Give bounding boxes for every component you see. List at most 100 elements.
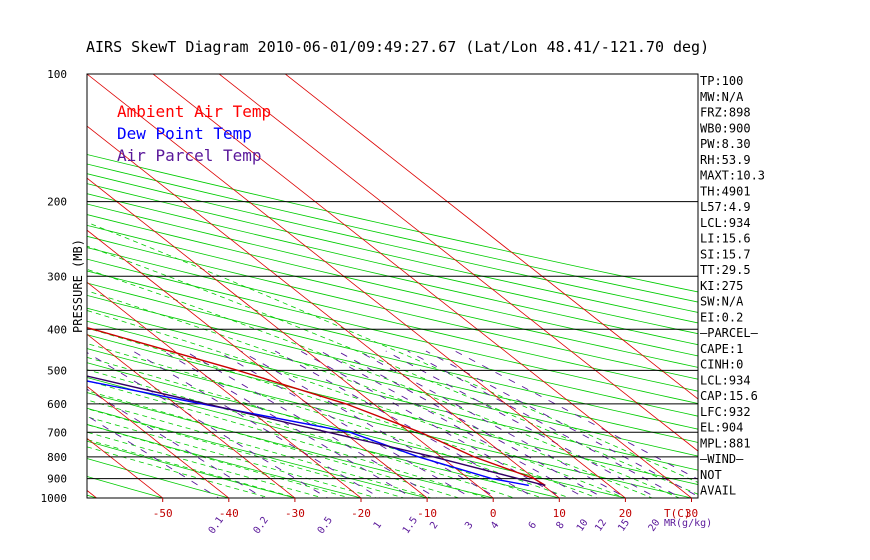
sounding-parameter: LCL:934 (700, 373, 751, 387)
bottom-temperature-tick-label: -20 (351, 507, 371, 520)
legend-air-parcel-temp: Air Parcel Temp (117, 146, 262, 165)
dry-adiabat-line (87, 458, 231, 498)
isotherm-line (87, 125, 560, 498)
pressure-tick-label: 300 (47, 270, 67, 283)
isotherm-line (87, 333, 296, 498)
dew-point-temp-profile (87, 380, 529, 487)
pressure-ticks: 100 200 300 400 500 600 700 800 900 1000 (41, 68, 68, 505)
sounding-parameter: NOT (700, 468, 722, 482)
mixing-ratio-line (87, 352, 329, 498)
bottom-temperature-tick-label: 20 (619, 507, 632, 520)
sounding-parameter: KI:275 (700, 279, 743, 293)
bottom-temperature-tick-label: 10 (553, 507, 566, 520)
isotherm-line (87, 229, 428, 498)
moist-adiabat-line (87, 268, 681, 498)
sounding-parameter: WB0:900 (700, 121, 751, 135)
sounding-parameter: CINH:0 (700, 358, 743, 372)
bottom-temperature-tick-label: 0 (490, 507, 497, 520)
plot-frame (86, 73, 699, 499)
bottom-temperature-tick-label: -30 (285, 507, 305, 520)
moist-adiabat-line (87, 380, 488, 498)
isotherm-line (87, 437, 164, 498)
dry-adiabat-line (87, 294, 698, 443)
legend: Ambient Air Temp Dew Point Temp Air Parc… (117, 102, 271, 165)
sounding-parameter: CAPE:1 (700, 342, 743, 356)
sounding-parameter: TH:4901 (700, 184, 751, 198)
sounding-parameter: MW:N/A (700, 90, 744, 104)
sounding-parameter: EI:0.2 (700, 310, 743, 324)
mixing-ratio-line (162, 350, 414, 498)
pressure-tick-label: 700 (47, 426, 67, 439)
mixing-ratio-line (425, 350, 698, 497)
sounding-parameter: LI:15.6 (700, 232, 751, 246)
mixing-ratio-line (87, 415, 220, 498)
isotherm-line (87, 281, 362, 498)
pressure-tick-label: 800 (47, 451, 67, 464)
dry-adiabat-line (87, 163, 698, 303)
y-axis-label: PRESSURE (MB) (71, 239, 85, 333)
moist-adiabat-line (87, 343, 571, 498)
sounding-parameter: PW:8.30 (700, 137, 751, 151)
mixing-ratio-line (337, 350, 605, 498)
moist-adiabat-line (87, 399, 433, 498)
moist-adiabat-line (87, 290, 654, 498)
mixing-ratio-tick-label: 1 (372, 520, 384, 531)
pressure-tick-label: 200 (47, 196, 67, 209)
isotherm-line (284, 74, 698, 400)
mixing-ratio-unit-label: MR(g/kg) (664, 518, 712, 529)
mixing-ratio-lines (87, 350, 698, 498)
mixing-ratio-tick-label: 2 (428, 520, 440, 531)
mixing-ratio-line (216, 350, 473, 498)
bottom-temperature-tick-label: -40 (219, 507, 239, 520)
mixing-ratio-line (132, 350, 382, 498)
sounding-parameter: —WIND— (700, 452, 744, 466)
mixing-ratio-line (385, 350, 658, 498)
dry-adiabat-line (87, 235, 698, 380)
sounding-parameter: RH:53.9 (700, 153, 751, 167)
dry-adiabat-line (87, 282, 698, 430)
isotherm-line (87, 74, 627, 498)
sounding-parameter: L57:4.9 (700, 200, 751, 214)
legend-ambient-air-temp: Ambient Air Temp (117, 102, 271, 121)
sounding-profiles (87, 326, 546, 487)
isotherms (0, 55, 698, 509)
mixing-ratio-tick-label: 4 (489, 520, 501, 531)
pressure-tick-label: 100 (47, 68, 67, 81)
mixing-ratio-tick-label: 12 (593, 517, 609, 533)
sounding-parameter: SW:N/A (700, 295, 744, 309)
dry-adiabat-line (87, 154, 698, 293)
sounding-parameter: AVAIL (700, 484, 736, 498)
dry-adiabat-line (87, 193, 698, 335)
dry-adiabat-line (87, 258, 698, 404)
sounding-parameter: TT:29.5 (700, 263, 751, 277)
dry-adiabat-line (87, 224, 698, 368)
moist-adiabats (87, 221, 698, 498)
bottom-temperature-tick-label: 30 (685, 507, 698, 520)
pressure-tick-label: 600 (47, 398, 67, 411)
pressure-tick-label: 400 (47, 323, 67, 336)
moist-adiabat-line (87, 221, 698, 483)
isotherm-line (0, 55, 44, 509)
mixing-ratio-line (240, 350, 499, 498)
mixing-ratio-tick-label: 3 (463, 520, 475, 531)
mixing-ratio-tick-label: 20 (647, 517, 663, 533)
air-parcel-temp-profile (87, 375, 546, 487)
mixing-ratio-tick-label: 8 (554, 520, 566, 531)
dry-adiabat-line (87, 362, 628, 498)
isotherm-line (218, 74, 698, 452)
ambient-air-temp-profile (87, 326, 546, 486)
legend-dew-point-temp: Dew Point Temp (117, 124, 252, 143)
dry-adiabat-line (87, 183, 698, 324)
sounding-parameter: CAP:15.6 (700, 389, 758, 403)
mixing-ratio-line (320, 350, 587, 498)
sounding-parameter: MAXT:10.3 (700, 169, 765, 183)
pressure-tick-label: 500 (47, 364, 67, 377)
dry-adiabat-line (87, 270, 698, 417)
moist-adiabat-line (87, 416, 379, 498)
mixing-ratio-tick-label: 10 (575, 517, 591, 533)
mixing-ratio-line (407, 350, 683, 498)
sounding-parameter: EL:904 (700, 421, 743, 435)
bottom-temperature-tick-label: -10 (417, 507, 437, 520)
